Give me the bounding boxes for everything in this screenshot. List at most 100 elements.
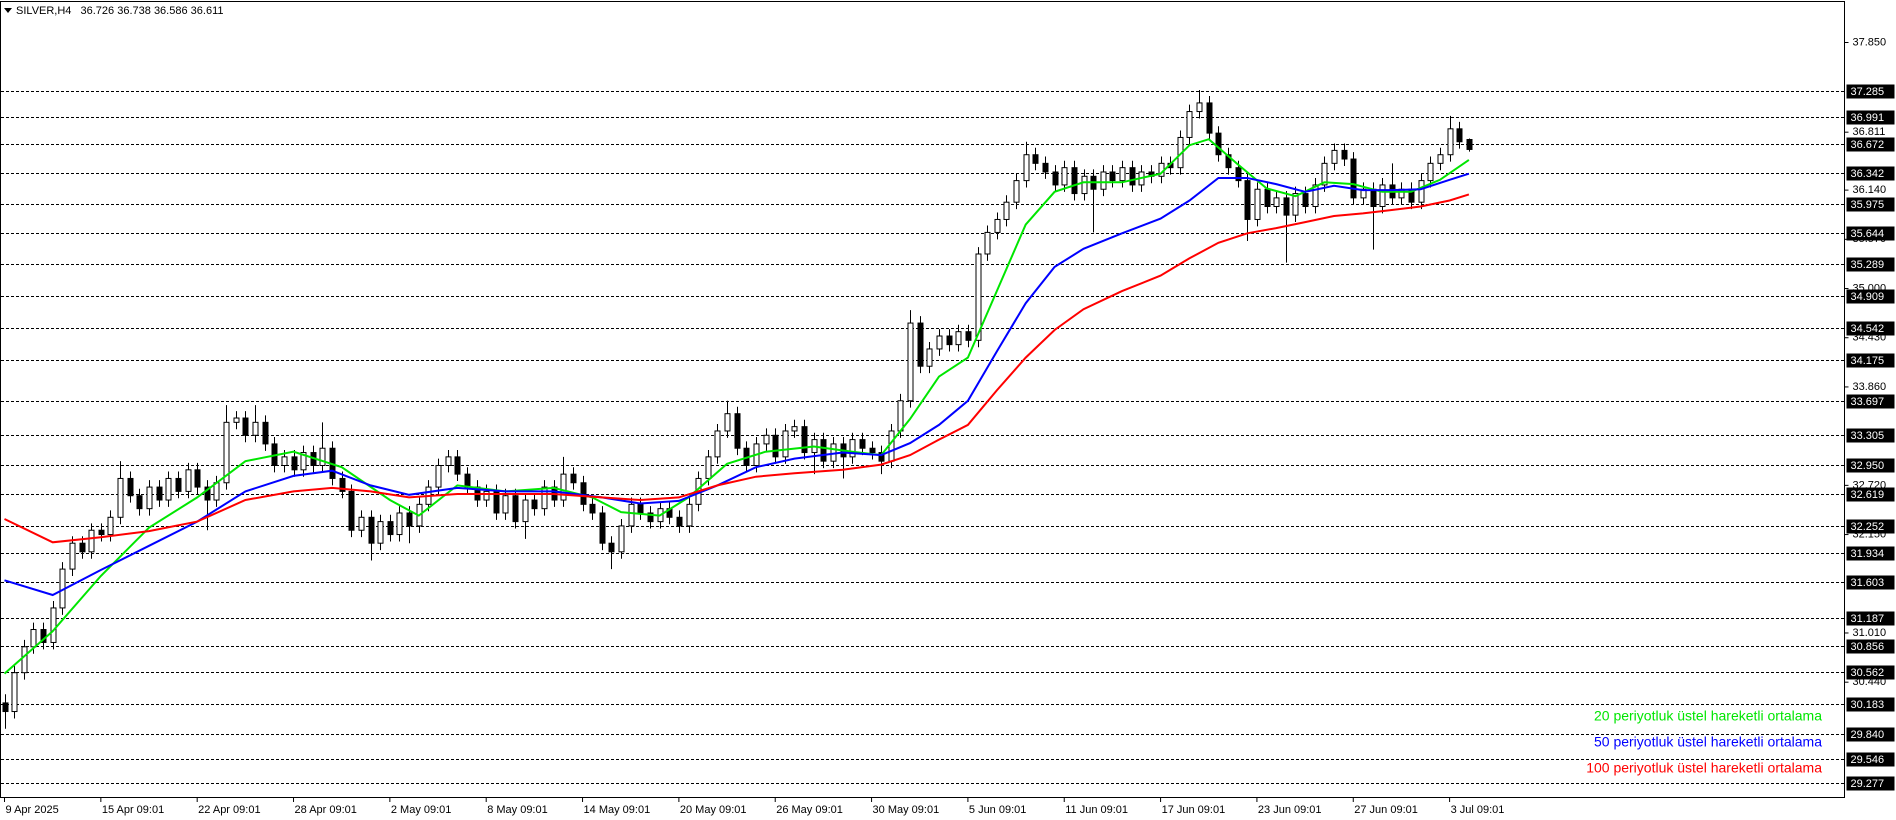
candles xyxy=(2,89,1473,729)
level-tag xyxy=(1846,575,1895,590)
candle-body xyxy=(705,456,712,479)
candle-body xyxy=(1003,201,1010,220)
candle-body xyxy=(580,482,587,505)
candle-body xyxy=(300,452,307,471)
level-tag xyxy=(1846,197,1895,212)
level-label: 36.672 xyxy=(1851,139,1885,151)
candle-body xyxy=(608,542,615,553)
level-label: 36.991 xyxy=(1851,112,1885,124)
candle-body xyxy=(570,473,577,484)
candle-body xyxy=(11,672,18,713)
candle-body xyxy=(637,503,644,514)
candle-body xyxy=(406,512,413,527)
candle-body xyxy=(1081,175,1088,195)
level-tag xyxy=(1846,458,1895,473)
candle-body xyxy=(146,486,153,510)
candle-body xyxy=(69,542,76,570)
level-label: 34.542 xyxy=(1851,323,1885,335)
y-tick-label: 31.010 xyxy=(1853,627,1887,639)
candle-body xyxy=(599,512,606,544)
candle-body xyxy=(1350,158,1357,199)
y-tick-label: 36.811 xyxy=(1853,126,1886,138)
y-tick-label: 33.860 xyxy=(1853,381,1887,393)
candle-body xyxy=(984,231,991,255)
candle-body xyxy=(339,477,346,492)
candle-body xyxy=(801,426,808,454)
level-tag xyxy=(1846,519,1895,534)
candle-body xyxy=(965,331,972,341)
candle-body xyxy=(1129,167,1136,186)
candle-body xyxy=(1052,171,1059,186)
level-tag xyxy=(1846,639,1895,654)
level-tag xyxy=(1846,137,1895,152)
candle-body xyxy=(127,477,134,497)
x-tick-label: 17 Jun 09:01 xyxy=(1162,804,1226,816)
candle-body xyxy=(185,469,192,492)
level-tag xyxy=(1846,84,1895,99)
level-tag xyxy=(1846,697,1895,712)
candle-body xyxy=(782,430,789,458)
candle-body xyxy=(136,495,143,510)
candle-body xyxy=(242,417,249,436)
level-label: 34.175 xyxy=(1851,355,1885,367)
candle-body xyxy=(1071,167,1078,195)
candle-body xyxy=(1341,149,1348,160)
level-label: 32.619 xyxy=(1851,489,1885,501)
candle-body xyxy=(107,516,114,536)
level-tag xyxy=(1846,665,1895,680)
level-label: 35.289 xyxy=(1851,259,1885,271)
candle-body xyxy=(955,331,962,346)
level-label: 31.187 xyxy=(1851,613,1885,625)
candle-body xyxy=(291,456,298,471)
x-tick-label: 30 May 09:01 xyxy=(873,804,940,816)
candle-body xyxy=(714,430,721,458)
x-tick-label: 5 Jun 09:01 xyxy=(969,804,1027,816)
candle-body xyxy=(849,439,856,458)
candle-body xyxy=(1196,102,1203,113)
level-label: 35.975 xyxy=(1851,199,1885,211)
candle-body xyxy=(1119,167,1126,182)
candle-body xyxy=(1331,149,1338,164)
axes: 37.85036.81136.14035.57035.00034.43033.8… xyxy=(4,36,1895,816)
x-tick-label: 27 Jun 09:01 xyxy=(1354,804,1418,816)
candle-body xyxy=(1456,128,1463,143)
candle-body xyxy=(589,503,596,514)
x-tick-label: 3 Jul 09:01 xyxy=(1451,804,1505,816)
candle-body xyxy=(618,525,625,553)
candle-body xyxy=(1466,139,1473,150)
candle-body xyxy=(734,413,741,449)
candle-body xyxy=(1032,154,1039,164)
candle-body xyxy=(435,464,442,488)
candle-body xyxy=(1418,180,1425,203)
level-tag xyxy=(1846,353,1895,368)
candle-body xyxy=(686,503,693,527)
candle-body xyxy=(1427,162,1434,182)
y-tick-label: 37.850 xyxy=(1853,36,1887,48)
candle-body xyxy=(878,452,885,462)
x-tick-label: 8 May 09:01 xyxy=(487,804,548,816)
candle-body xyxy=(936,335,943,350)
level-tag xyxy=(1846,257,1895,272)
ema-line xyxy=(4,193,1470,544)
candle-body xyxy=(820,439,827,462)
candle-body xyxy=(859,439,866,449)
candle-body xyxy=(2,702,9,713)
candle-body xyxy=(512,495,519,523)
x-tick-label: 28 Apr 09:01 xyxy=(295,804,357,816)
candle-body xyxy=(917,322,924,367)
level-label: 31.603 xyxy=(1851,577,1885,589)
level-tag xyxy=(1846,110,1895,125)
candle-body xyxy=(165,477,172,501)
candle-body xyxy=(88,529,95,553)
candle-body xyxy=(791,426,798,432)
level-tag xyxy=(1846,226,1895,241)
ema-line xyxy=(4,172,1470,597)
x-tick-label: 2 May 09:01 xyxy=(391,804,452,816)
header: SILVER,H4 36.726 36.738 36.586 36.611 xyxy=(16,5,223,17)
candle-body xyxy=(907,322,914,402)
candle-body xyxy=(319,447,326,466)
x-tick-label: 26 May 09:01 xyxy=(776,804,843,816)
candle-body xyxy=(1302,193,1309,208)
legend-entry: 50 periyotluk üstel hareketli ortalama xyxy=(1594,734,1822,750)
level-tag xyxy=(1846,321,1895,336)
